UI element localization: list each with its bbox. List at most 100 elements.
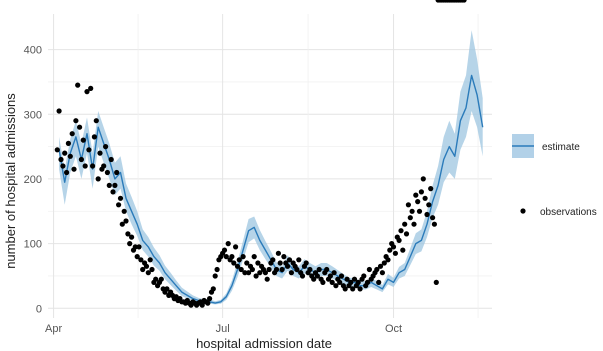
observation-point — [294, 266, 300, 273]
y-tick-label: 200 — [24, 174, 42, 186]
observation-point — [71, 166, 77, 172]
observation-point — [331, 270, 337, 276]
observation-point — [403, 231, 410, 237]
observation-point — [80, 137, 86, 143]
observation-point — [413, 192, 419, 198]
observation-point — [117, 195, 124, 201]
observation-point — [405, 202, 411, 208]
observation-point — [223, 254, 229, 260]
legend-label-estimate: estimate — [542, 142, 580, 153]
observation-point — [214, 266, 220, 273]
observation-point — [110, 189, 116, 195]
observation-point — [428, 186, 434, 192]
observation-point — [361, 273, 367, 279]
observation-point — [104, 169, 110, 176]
observation-point — [342, 286, 348, 292]
observation-point — [286, 257, 293, 263]
observation-point — [229, 254, 235, 260]
legend: estimate observations — [512, 134, 597, 218]
observation-point — [400, 247, 406, 253]
observation-point — [257, 270, 263, 276]
observation-point — [431, 221, 437, 227]
observation-point — [374, 266, 380, 273]
observation-point — [255, 260, 261, 266]
observation-point — [60, 163, 66, 169]
observation-point — [285, 263, 291, 269]
observation-point — [233, 244, 239, 250]
observation-point — [303, 260, 309, 266]
observation-point — [420, 176, 426, 182]
observation-point — [143, 263, 150, 269]
observation-point — [132, 244, 138, 250]
observation-point — [314, 273, 320, 279]
observation-point — [424, 211, 430, 218]
observation-point — [116, 202, 122, 208]
observation-point — [398, 228, 404, 234]
observation-point — [77, 124, 83, 130]
observation-point — [296, 257, 302, 263]
legend-item-observations: observations — [520, 207, 597, 218]
observation-point — [376, 279, 382, 285]
observation-point — [262, 270, 268, 276]
observation-point — [281, 254, 287, 260]
observation-point — [91, 134, 97, 140]
observation-point — [430, 215, 436, 221]
observation-point — [88, 85, 94, 91]
observation-point — [299, 273, 306, 279]
x-axis-title: hospital admission date — [196, 336, 332, 351]
observation-point — [164, 286, 170, 292]
observation-point — [396, 237, 402, 243]
legend-label-observations: observations — [540, 207, 597, 218]
observation-point — [95, 176, 101, 182]
observation-point — [344, 276, 350, 282]
observation-point — [415, 199, 421, 205]
observation-point — [246, 270, 252, 276]
observation-point — [62, 150, 68, 156]
grid — [48, 14, 492, 318]
x-tick-label: Oct — [385, 323, 402, 335]
observation-point — [67, 153, 73, 159]
observation-point — [350, 286, 356, 292]
observation-point — [392, 250, 398, 256]
observation-point — [348, 279, 354, 285]
observation-point — [207, 296, 213, 302]
observation-point — [134, 254, 140, 260]
observation-point — [316, 266, 322, 273]
observation-point — [266, 266, 272, 273]
observation-point — [327, 273, 333, 279]
legend-key-observations — [520, 208, 526, 214]
observation-point — [426, 202, 432, 208]
observation-point — [407, 215, 413, 221]
observation-point — [199, 302, 205, 308]
legend-item-estimate: estimate — [512, 134, 580, 158]
observation-point — [422, 195, 428, 201]
observation-point — [129, 234, 135, 240]
observation-point — [333, 283, 339, 289]
observation-point — [101, 163, 107, 169]
observation-point — [249, 266, 255, 273]
y-tick-label: 300 — [24, 109, 42, 121]
observation-point — [69, 131, 75, 137]
observation-point — [54, 147, 60, 153]
observation-point — [311, 276, 317, 282]
observation-point — [64, 169, 70, 176]
observation-point — [364, 279, 371, 285]
observation-point — [58, 156, 64, 163]
observation-point — [73, 118, 79, 124]
observation-point — [244, 260, 250, 266]
observation-point — [411, 221, 417, 227]
observation-point — [324, 266, 330, 273]
observation-point — [288, 270, 294, 276]
observation-point — [277, 260, 283, 266]
observation-point — [307, 266, 313, 273]
observation-point — [84, 89, 90, 95]
observation-point — [433, 279, 439, 285]
y-axis-title: number of hospital admissions — [3, 93, 18, 269]
observation-point — [114, 169, 120, 176]
observation-point — [205, 300, 211, 306]
observation-point — [461, 0, 467, 3]
observation-point — [338, 273, 345, 279]
observation-point — [147, 257, 153, 263]
observation-point — [108, 156, 114, 163]
